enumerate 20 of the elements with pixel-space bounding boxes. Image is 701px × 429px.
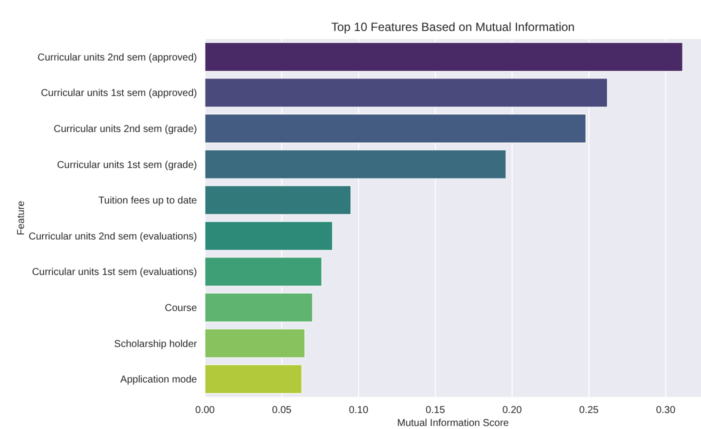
y-tick-label: Course [164,303,198,314]
x-tick-label: 0.10 [348,405,369,416]
y-tick-label: Application mode [120,374,198,386]
x-tick-label: 0.30 [656,405,676,416]
x-tick-label: 0.00 [195,405,216,416]
y-tick-label: Tuition fees up to date [98,196,198,207]
y-axis-title: Feature [16,200,27,236]
x-tick-label: 0.05 [272,405,292,416]
x-tick-label: 0.25 [579,405,600,416]
y-tick-label: Curricular units 2nd sem (grade) [54,124,197,135]
chart-title: Top 10 Features Based on Mutual Information [331,20,575,34]
x-tick-label: 0.15 [426,405,446,416]
y-tick-label: Curricular units 1st sem (grade) [56,160,197,171]
x-tick-label: 0.20 [502,405,522,416]
y-tick-label: Curricular units 1st sem (approved) [40,88,197,100]
y-tick-label: Curricular units 2nd sem (evaluations) [28,231,197,242]
y-tick-label: Scholarship holder [114,338,198,350]
x-axis-title: Mutual Information Score [397,418,510,429]
y-tick-label: Curricular units 2nd sem (approved) [37,52,197,64]
y-tick-label: Curricular units 1st sem (evaluations) [32,267,197,278]
